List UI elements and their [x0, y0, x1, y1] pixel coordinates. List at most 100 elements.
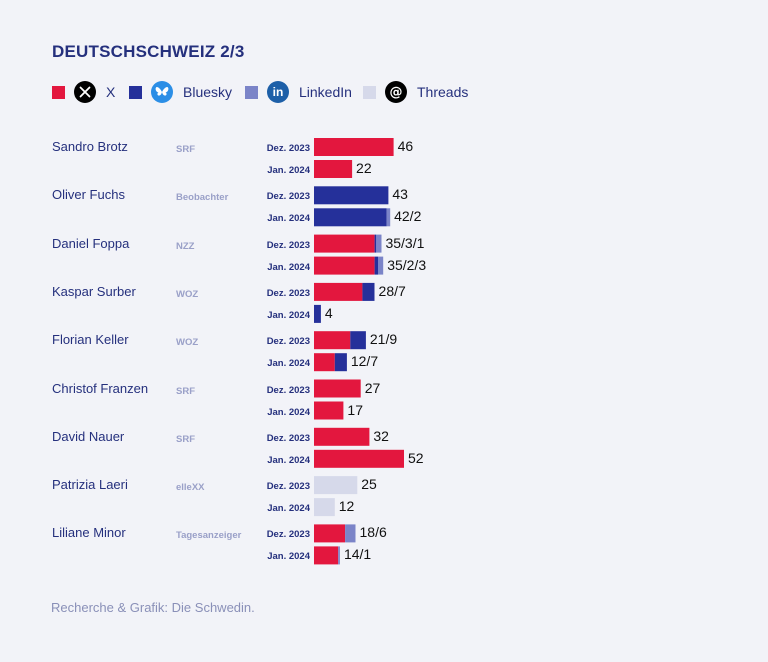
period-label: Jan. 2024: [267, 551, 310, 563]
bar-value-label: 27: [364, 379, 381, 396]
person-name-sandro-brotz: Sandro Brotz: [52, 139, 128, 154]
period-label: Jan. 2024: [267, 213, 310, 225]
linkedin-icon: in: [267, 81, 289, 103]
period-label: Dez. 2023: [266, 481, 310, 493]
period-label: Dez. 2023: [266, 287, 310, 299]
period-label: Dez. 2023: [266, 143, 310, 154]
bar-value-label: 42/2: [394, 208, 422, 225]
threads-icon: @: [385, 81, 407, 103]
period-label: Dez. 2023: [266, 432, 310, 444]
bar-segment-x: [314, 353, 335, 372]
person-name-liliane-minor: Liliane Minor: [52, 525, 126, 541]
legend-item-x: X: [52, 79, 115, 105]
person-name-oliver-fuchs: Oliver Fuchs: [52, 187, 125, 203]
bar-segment-bluesky: [374, 234, 377, 253]
bar-segment-bluesky: [350, 331, 366, 350]
period-label: Jan. 2024: [267, 165, 310, 176]
bar-value-label: 18/6: [359, 524, 387, 541]
bar-segment-x: [314, 427, 370, 446]
person-name-patrizia-laeri: Patrizia Laeri: [52, 477, 128, 493]
bluesky-butterfly-icon: [151, 81, 173, 103]
outlet-label: SRF: [176, 144, 195, 155]
period-label: Jan. 2024: [267, 406, 310, 418]
outlet-label: Beobachter: [176, 192, 229, 204]
legend-swatch-bluesky: [129, 85, 142, 99]
bar-value-label: 28/7: [378, 282, 406, 299]
period-label: Dez. 2023: [266, 191, 310, 203]
period-label: Dez. 2023: [266, 384, 310, 396]
bar-value-label: 22: [356, 160, 372, 176]
period-label: Dez. 2023: [266, 529, 310, 541]
bar-segment-bluesky: [314, 186, 389, 205]
outlet-label: SRF: [176, 433, 195, 445]
bar-segment-threads: [314, 476, 358, 495]
legend-label-threads: Threads: [417, 84, 469, 100]
bar-segment-bluesky: [362, 282, 375, 301]
person-name-daniel-foppa: Daniel Foppa: [52, 235, 130, 251]
period-label: Dez. 2023: [266, 239, 310, 251]
period-label: Dez. 2023: [266, 336, 310, 348]
bar-segment-bluesky: [374, 256, 379, 275]
legend-item-linkedin: in LinkedIn: [245, 79, 352, 105]
bar-segment-linkedin: [345, 524, 356, 543]
bar-value-label: 17: [347, 401, 363, 418]
legend-label-linkedin: LinkedIn: [299, 84, 352, 100]
bar-segment-bluesky: [334, 353, 347, 372]
outlet-label: elleXX: [176, 482, 205, 494]
bar-value-label: 12/7: [350, 353, 379, 370]
outlet-label: NZZ: [176, 240, 195, 252]
legend-label-bluesky: Bluesky: [183, 84, 233, 100]
period-label: Jan. 2024: [267, 358, 310, 370]
bar-segment-linkedin: [376, 234, 382, 253]
bar-value-label: 25: [361, 476, 377, 493]
bar-value-label: 46: [397, 138, 414, 154]
legend-item-bluesky: Bluesky: [129, 79, 232, 105]
bar-segment-linkedin: [338, 546, 340, 565]
period-label: Jan. 2024: [267, 261, 310, 273]
source-credit: Recherche & Grafik: Die Schwedin.: [51, 600, 255, 615]
legend-swatch-threads: [363, 85, 376, 99]
person-name-florian-keller: Florian Keller: [52, 332, 129, 348]
bar-segment-x: [314, 546, 339, 565]
legend-swatch-x: [52, 85, 65, 99]
bar-value-label: 4: [324, 304, 333, 321]
bar-segment-x: [314, 524, 346, 543]
person-name-kaspar-surber: Kaspar Surber: [52, 283, 136, 299]
outlet-label: SRF: [176, 385, 195, 397]
bar-segment-bluesky: [314, 304, 321, 323]
x-logo-icon: [74, 81, 96, 103]
bar-value-label: 43: [392, 186, 408, 203]
bar-segment-x: [314, 256, 375, 275]
outlet-label: WOZ: [176, 337, 199, 349]
period-label: Jan. 2024: [267, 309, 310, 321]
outlet-label: WOZ: [176, 288, 199, 300]
bar-segment-x: [314, 379, 361, 398]
legend-item-threads: @ Threads: [363, 79, 468, 105]
bar-segment-x: [314, 160, 353, 178]
outlet-label: Tagesanzeiger: [176, 530, 242, 542]
legend-label-x: X: [106, 84, 116, 100]
bar-value-label: 52: [407, 449, 424, 466]
bar-value-label: 14/1: [343, 546, 372, 563]
period-label: Jan. 2024: [267, 503, 310, 515]
bar-value-label: 21/9: [369, 331, 398, 348]
bar-value-label: 35/2/3: [387, 256, 427, 273]
bar-segment-bluesky: [314, 208, 387, 227]
bar-segment-threads: [314, 498, 335, 517]
bar-segment-x: [314, 331, 351, 350]
person-name-christof-franzen: Christof Franzen: [52, 380, 149, 396]
bar-segment-x: [314, 138, 394, 156]
bar-segment-linkedin: [378, 256, 384, 275]
period-label: Jan. 2024: [267, 454, 310, 466]
legend-swatch-linkedin: [245, 85, 258, 99]
chart-title: DEUTSCHSCHWEIZ 2/3: [52, 42, 245, 61]
person-name-david-nauer: David Nauer: [52, 428, 125, 444]
bar-segment-x: [314, 401, 344, 420]
bar-segment-x: [314, 234, 375, 253]
bar-segment-x: [314, 282, 363, 301]
bar-value-label: 12: [338, 498, 355, 515]
bar-value-label: 35/3/1: [385, 234, 425, 251]
bar-value-label: 32: [373, 427, 389, 444]
